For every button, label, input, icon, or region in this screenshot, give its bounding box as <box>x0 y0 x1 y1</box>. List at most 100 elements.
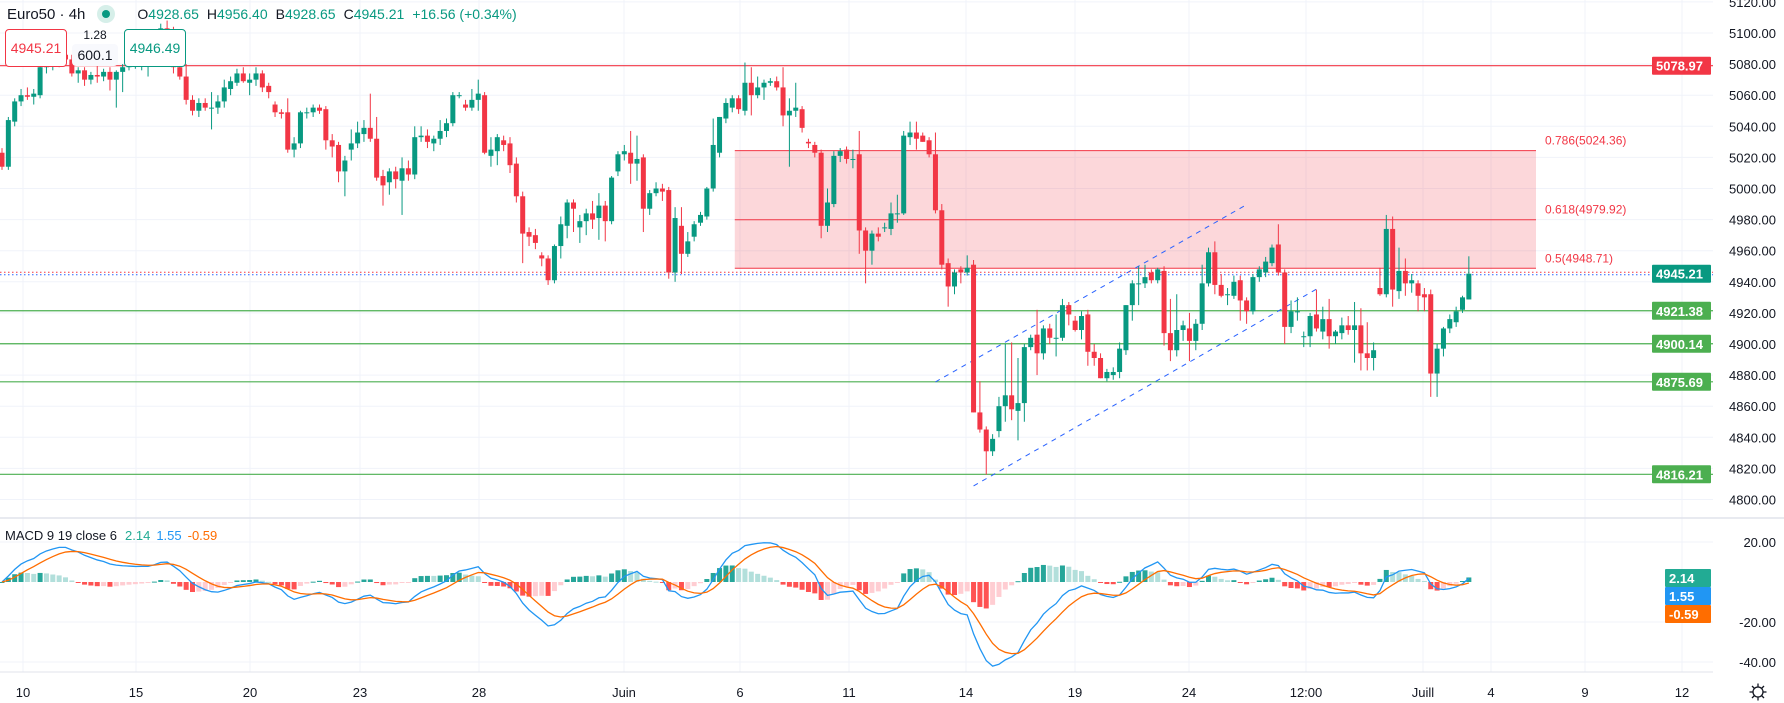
macd-histogram-bar <box>374 582 380 584</box>
macd-histogram-bar <box>215 582 221 588</box>
macd-histogram-bar <box>1428 582 1434 590</box>
candle <box>1002 344 1008 422</box>
candle-body <box>120 67 126 72</box>
candle-body <box>1383 228 1389 295</box>
macd-line-badge: 1.55 <box>1665 587 1711 605</box>
macd-histogram-bar <box>1307 582 1313 589</box>
candle <box>1244 297 1250 324</box>
candle <box>291 137 297 158</box>
macd-histogram-bar <box>50 574 56 582</box>
sell-button[interactable]: 4945.21 <box>5 29 67 67</box>
macd-histogram-bar <box>69 580 75 582</box>
candle-body <box>380 176 386 186</box>
candle-body <box>1275 244 1281 273</box>
candle-body <box>894 213 900 215</box>
candle-body <box>1421 294 1427 298</box>
symbol-title[interactable]: Euro50 · 4h <box>7 5 86 23</box>
macd-histogram-bar <box>1155 572 1161 582</box>
macd-histogram-bar <box>386 582 392 585</box>
candle-body <box>532 235 538 243</box>
macd-histogram-bar <box>1085 575 1091 582</box>
macd-histogram-bar <box>856 582 862 591</box>
candle-body <box>1377 288 1383 295</box>
macd-title[interactable]: MACD 9 19 close 6 <box>5 528 117 543</box>
macd-histogram-bar <box>723 565 729 582</box>
macd-histogram-bar <box>1415 578 1421 582</box>
macd-histogram-bar <box>1244 582 1250 585</box>
macd-histogram-bar <box>1371 582 1377 585</box>
macd-histogram-bar <box>247 580 253 582</box>
y-tick-label: 4860.00 <box>1729 399 1776 414</box>
candle <box>825 188 830 233</box>
macd-histogram-bar <box>1339 582 1345 585</box>
macd-histogram-bar <box>685 582 691 590</box>
macd-hist-badge-bg <box>1665 569 1711 587</box>
macd-histogram-bar <box>139 582 145 584</box>
macd-histogram-bar <box>551 582 557 592</box>
candle <box>1180 320 1186 341</box>
candle-body <box>31 93 37 97</box>
candle-body <box>672 218 678 273</box>
macd-histogram-bar <box>647 580 653 582</box>
candle <box>539 252 545 267</box>
candle <box>240 67 246 83</box>
macd-histogram-bar <box>666 582 672 591</box>
quantity-input[interactable]: 600.1 <box>72 44 118 66</box>
candle <box>228 76 234 96</box>
candle-body <box>926 140 932 155</box>
candle <box>1167 298 1173 362</box>
candle-body <box>1053 337 1059 339</box>
macd-hist-value: 2.14 <box>125 528 151 543</box>
macd-histogram-bar <box>831 582 837 594</box>
macd-histogram-bar <box>710 572 716 582</box>
macd-y-tick-label: -40.00 <box>1739 655 1776 670</box>
macd-histogram-bar <box>501 582 507 587</box>
macd-histogram-bar <box>170 582 176 584</box>
candle-body <box>1117 348 1123 372</box>
candle-body <box>1237 280 1243 301</box>
candle <box>564 199 570 239</box>
buy-button[interactable]: 4946.49 <box>124 29 186 67</box>
macd-histogram-bar <box>704 579 710 582</box>
candle-body <box>850 158 856 160</box>
candle-body <box>875 233 881 237</box>
candle-body <box>1333 331 1338 337</box>
candle-body <box>1148 272 1154 281</box>
settings-gear-icon[interactable] <box>1748 682 1768 702</box>
candle <box>1142 264 1148 289</box>
candle <box>856 130 862 254</box>
y-tick-label: 4820.00 <box>1729 461 1776 476</box>
macd-histogram-bar <box>939 582 945 589</box>
candle-body <box>844 149 850 159</box>
candle <box>882 222 888 233</box>
candle <box>329 134 335 158</box>
candle-body <box>717 116 723 153</box>
candle <box>399 157 405 215</box>
candle-body <box>558 224 564 247</box>
candle-body <box>1364 353 1370 358</box>
candle <box>69 54 75 77</box>
candle-body <box>634 158 640 164</box>
candle-body <box>856 154 862 231</box>
macd-histogram-bar <box>1079 571 1084 582</box>
candle-body <box>825 202 830 226</box>
candle <box>1028 334 1034 351</box>
candle <box>5 116 11 170</box>
buy-price: 4946.49 <box>129 40 181 56</box>
macd-histogram-bar <box>1275 579 1281 582</box>
candle <box>1225 288 1231 306</box>
candle-body <box>653 188 659 194</box>
candle-body <box>977 412 983 430</box>
macd-histogram-bar <box>571 576 576 582</box>
macd-histogram-bar <box>850 582 856 585</box>
candle-body <box>1250 277 1256 312</box>
macd-histogram-bar <box>736 568 742 582</box>
candle <box>1161 266 1167 346</box>
macd-histogram-bar <box>1110 582 1116 585</box>
high-value: 4956.40 <box>217 6 268 22</box>
macd-histogram-bar <box>774 580 780 582</box>
candle-body <box>1282 272 1288 327</box>
macd-histogram-bar <box>361 579 367 582</box>
candle-body <box>1447 319 1453 329</box>
